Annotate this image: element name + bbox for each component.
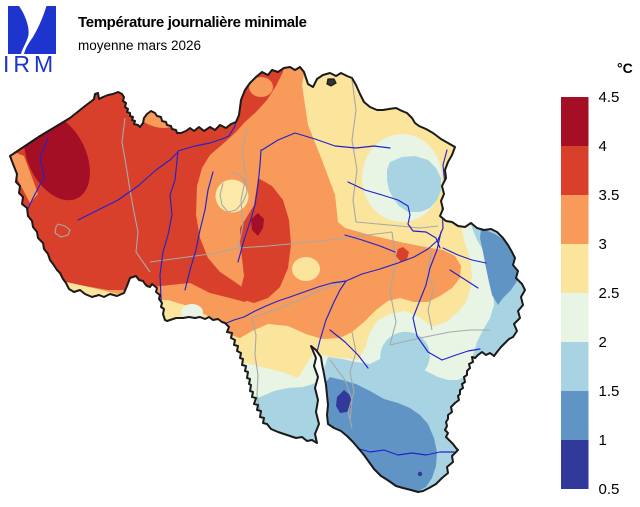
svg-text:2.5: 2.5 xyxy=(599,285,620,302)
svg-text:°C: °C xyxy=(617,60,633,76)
svg-text:1.5: 1.5 xyxy=(599,383,620,400)
svg-text:IRM: IRM xyxy=(3,51,57,77)
svg-text:4.5: 4.5 xyxy=(599,89,620,106)
svg-text:2: 2 xyxy=(599,334,607,351)
svg-text:3.5: 3.5 xyxy=(599,187,620,204)
svg-text:1: 1 xyxy=(599,432,607,449)
svg-text:3: 3 xyxy=(599,236,607,253)
svg-text:0.5: 0.5 xyxy=(599,481,620,498)
svg-text:4: 4 xyxy=(599,138,607,155)
